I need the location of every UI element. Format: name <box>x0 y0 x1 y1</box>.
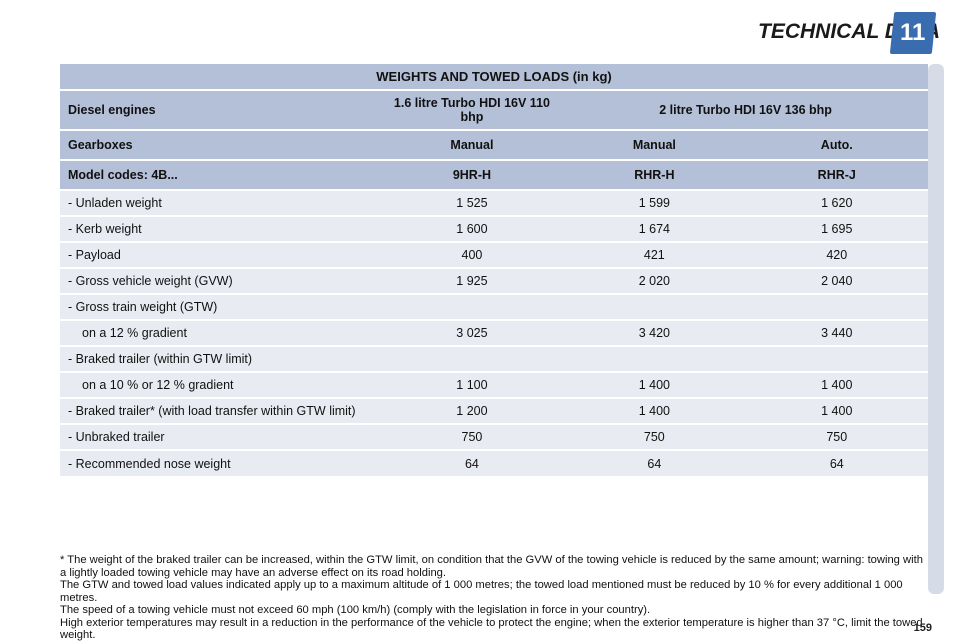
cell: 420 <box>746 242 928 268</box>
cell: 400 <box>381 242 563 268</box>
table-row: - Payload 400 421 420 <box>60 242 928 268</box>
cell: 3 440 <box>746 320 928 346</box>
hdr-col-c: RHR-J <box>746 160 928 190</box>
cell: 1 600 <box>381 216 563 242</box>
header-row-gearboxes: Gearboxes Manual Manual Auto. <box>60 130 928 160</box>
table-row: - Unladen weight 1 525 1 599 1 620 <box>60 190 928 216</box>
cell: 1 525 <box>381 190 563 216</box>
table-row: on a 12 % gradient 3 025 3 420 3 440 <box>60 320 928 346</box>
table-row: - Braked trailer (within GTW limit) <box>60 346 928 372</box>
hdr-label: Gearboxes <box>60 130 381 160</box>
cell: 1 599 <box>563 190 745 216</box>
row-label: - Unladen weight <box>60 190 381 216</box>
table-title: WEIGHTS AND TOWED LOADS (in kg) <box>60 64 928 90</box>
page-number: 159 <box>914 622 932 634</box>
cell: 1 400 <box>746 372 928 398</box>
cell: 750 <box>746 424 928 450</box>
spec-table-wrap: WEIGHTS AND TOWED LOADS (in kg) Diesel e… <box>60 64 928 476</box>
cell <box>381 346 563 372</box>
section-number-box: 11 <box>890 12 936 54</box>
cell <box>563 294 745 320</box>
cell <box>746 294 928 320</box>
cell: 1 400 <box>746 398 928 424</box>
header-row-engines: Diesel engines 1.6 litre Turbo HDI 16V 1… <box>60 90 928 130</box>
cell: 421 <box>563 242 745 268</box>
footnote: The speed of a towing vehicle must not e… <box>60 604 928 617</box>
row-label: - Braked trailer* (with load transfer wi… <box>60 398 381 424</box>
cell: 1 674 <box>563 216 745 242</box>
footnote: The GTW and towed load values indicated … <box>60 579 928 604</box>
header-row-modelcodes: Model codes: 4B... 9HR-H RHR-H RHR-J <box>60 160 928 190</box>
cell <box>563 346 745 372</box>
row-label: - Recommended nose weight <box>60 450 381 476</box>
cell: 1 100 <box>381 372 563 398</box>
spec-table: WEIGHTS AND TOWED LOADS (in kg) Diesel e… <box>60 64 928 476</box>
cell: 1 400 <box>563 398 745 424</box>
cell: 64 <box>563 450 745 476</box>
hdr-col-a: 9HR-H <box>381 160 563 190</box>
cell: 1 200 <box>381 398 563 424</box>
row-label: on a 10 % or 12 % gradient <box>60 372 381 398</box>
row-label: - Unbraked trailer <box>60 424 381 450</box>
cell: 750 <box>381 424 563 450</box>
footnotes: * The weight of the braked trailer can b… <box>60 554 928 642</box>
table-row: - Recommended nose weight 64 64 64 <box>60 450 928 476</box>
footnote: * The weight of the braked trailer can b… <box>60 554 928 579</box>
footnote: High exterior temperatures may result in… <box>60 617 928 642</box>
table-title-row: WEIGHTS AND TOWED LOADS (in kg) <box>60 64 928 90</box>
cell: 3 025 <box>381 320 563 346</box>
cell <box>381 294 563 320</box>
page: TECHNICAL DATA 11 WEIGHTS AND TOWED LOAD… <box>0 0 960 640</box>
cell: 1 925 <box>381 268 563 294</box>
cell: 1 695 <box>746 216 928 242</box>
hdr-label: Diesel engines <box>60 90 381 130</box>
hdr-col-c: Auto. <box>746 130 928 160</box>
cell <box>746 346 928 372</box>
table-row: - Unbraked trailer 750 750 750 <box>60 424 928 450</box>
hdr-col-b: Manual <box>563 130 745 160</box>
table-row: - Kerb weight 1 600 1 674 1 695 <box>60 216 928 242</box>
cell: 750 <box>563 424 745 450</box>
cell: 2 020 <box>563 268 745 294</box>
row-label: - Braked trailer (within GTW limit) <box>60 346 381 372</box>
table-row: on a 10 % or 12 % gradient 1 100 1 400 1… <box>60 372 928 398</box>
cell: 1 620 <box>746 190 928 216</box>
row-label: - Gross train weight (GTW) <box>60 294 381 320</box>
cell: 64 <box>746 450 928 476</box>
hdr-col-a: 1.6 litre Turbo HDI 16V 110 bhp <box>381 90 563 130</box>
hdr-label: Model codes: 4B... <box>60 160 381 190</box>
section-header: TECHNICAL DATA <box>90 20 960 44</box>
cell: 1 400 <box>563 372 745 398</box>
row-label: - Payload <box>60 242 381 268</box>
table-row: - Gross train weight (GTW) <box>60 294 928 320</box>
hdr-col-a: Manual <box>381 130 563 160</box>
table-row: - Braked trailer* (with load transfer wi… <box>60 398 928 424</box>
hdr-col-b: RHR-H <box>563 160 745 190</box>
row-label: - Kerb weight <box>60 216 381 242</box>
hdr-col-bc: 2 litre Turbo HDI 16V 136 bhp <box>563 90 928 130</box>
cell: 3 420 <box>563 320 745 346</box>
cell: 2 040 <box>746 268 928 294</box>
row-label: - Gross vehicle weight (GVW) <box>60 268 381 294</box>
side-tab <box>928 64 944 594</box>
section-number: 11 <box>900 19 925 47</box>
table-row: - Gross vehicle weight (GVW) 1 925 2 020… <box>60 268 928 294</box>
cell: 64 <box>381 450 563 476</box>
row-label: on a 12 % gradient <box>60 320 381 346</box>
